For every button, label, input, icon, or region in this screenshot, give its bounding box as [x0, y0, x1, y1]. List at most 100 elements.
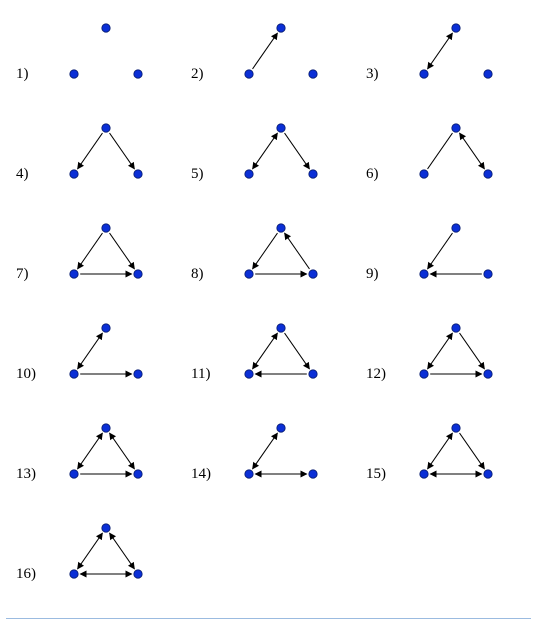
graph-cell: 15): [356, 410, 531, 510]
node-right: [309, 370, 317, 378]
graph-label: 12): [366, 366, 386, 383]
edge: [78, 533, 103, 569]
edge: [110, 133, 135, 169]
edge: [78, 133, 103, 169]
graph-svg: [46, 10, 166, 106]
graph-svg: [46, 210, 166, 306]
node-left: [70, 170, 78, 178]
node-left: [420, 370, 428, 378]
node-top: [277, 424, 285, 432]
graph-svg: [46, 310, 166, 406]
graph-svg: [396, 110, 516, 206]
graph-cell: 13): [6, 410, 181, 510]
footer-rule: [6, 618, 531, 619]
graph-svg: [221, 410, 341, 506]
graph-label: 6): [366, 166, 379, 183]
edge: [253, 233, 278, 269]
node-top: [277, 324, 285, 332]
edge: [428, 433, 453, 469]
node-top: [102, 524, 110, 532]
node-top: [102, 124, 110, 132]
graph-cell: 16): [6, 510, 181, 610]
node-left: [245, 70, 253, 78]
graph-svg: [221, 10, 341, 106]
node-left: [70, 370, 78, 378]
graph-svg: [46, 410, 166, 506]
graph-label: 8): [191, 266, 204, 283]
graph-cell: 12): [356, 310, 531, 410]
graph-svg: [46, 110, 166, 206]
edge: [110, 533, 135, 569]
node-right: [484, 70, 492, 78]
node-right: [309, 270, 317, 278]
graph-label: 13): [16, 466, 36, 483]
node-top: [452, 424, 460, 432]
node-right: [309, 170, 317, 178]
graph-cell: 8): [181, 210, 356, 310]
node-top: [102, 24, 110, 32]
graph-svg: [221, 110, 341, 206]
node-top: [452, 224, 460, 232]
node-right: [134, 370, 142, 378]
node-left: [70, 70, 78, 78]
graph-label: 3): [366, 66, 379, 83]
node-right: [134, 270, 142, 278]
graph-label: 1): [16, 66, 29, 83]
graph-cell: 6): [356, 110, 531, 210]
node-right: [134, 470, 142, 478]
node-left: [70, 270, 78, 278]
graph-label: 15): [366, 466, 386, 483]
node-right: [309, 70, 317, 78]
edge: [253, 133, 278, 169]
node-left: [245, 470, 253, 478]
graph-cell: 11): [181, 310, 356, 410]
graph-cell: 9): [356, 210, 531, 310]
node-left: [245, 370, 253, 378]
graph-cell: 3): [356, 10, 531, 110]
graph-label: 4): [16, 166, 29, 183]
node-top: [102, 324, 110, 332]
edge: [110, 233, 135, 269]
edge: [285, 233, 310, 269]
graph-label: 16): [16, 566, 36, 583]
graph-svg: [396, 10, 516, 106]
node-top: [102, 224, 110, 232]
graph-svg: [396, 410, 516, 506]
node-right: [134, 70, 142, 78]
graph-svg: [46, 510, 166, 606]
graph-cell: 7): [6, 210, 181, 310]
edge: [460, 133, 485, 169]
node-left: [70, 570, 78, 578]
node-left: [420, 470, 428, 478]
node-right: [484, 370, 492, 378]
graph-cell: 2): [181, 10, 356, 110]
node-left: [420, 170, 428, 178]
edge: [460, 333, 485, 369]
node-top: [277, 224, 285, 232]
edge: [110, 433, 135, 469]
graph-cell: 5): [181, 110, 356, 210]
node-left: [245, 270, 253, 278]
node-top: [277, 124, 285, 132]
node-right: [309, 470, 317, 478]
graph-svg: [221, 310, 341, 406]
graph-svg: [396, 310, 516, 406]
node-left: [70, 470, 78, 478]
node-top: [452, 324, 460, 332]
node-right: [134, 570, 142, 578]
node-right: [484, 270, 492, 278]
graph-label: 9): [366, 266, 379, 283]
graph-cell: 4): [6, 110, 181, 210]
edge: [428, 333, 453, 369]
edge: [285, 333, 310, 369]
node-right: [134, 170, 142, 178]
node-top: [277, 24, 285, 32]
graph-svg: [396, 210, 516, 306]
edge: [253, 433, 278, 469]
node-top: [452, 24, 460, 32]
edge: [78, 433, 103, 469]
edge: [428, 33, 453, 69]
graph-cell: 14): [181, 410, 356, 510]
node-left: [245, 170, 253, 178]
node-left: [420, 270, 428, 278]
